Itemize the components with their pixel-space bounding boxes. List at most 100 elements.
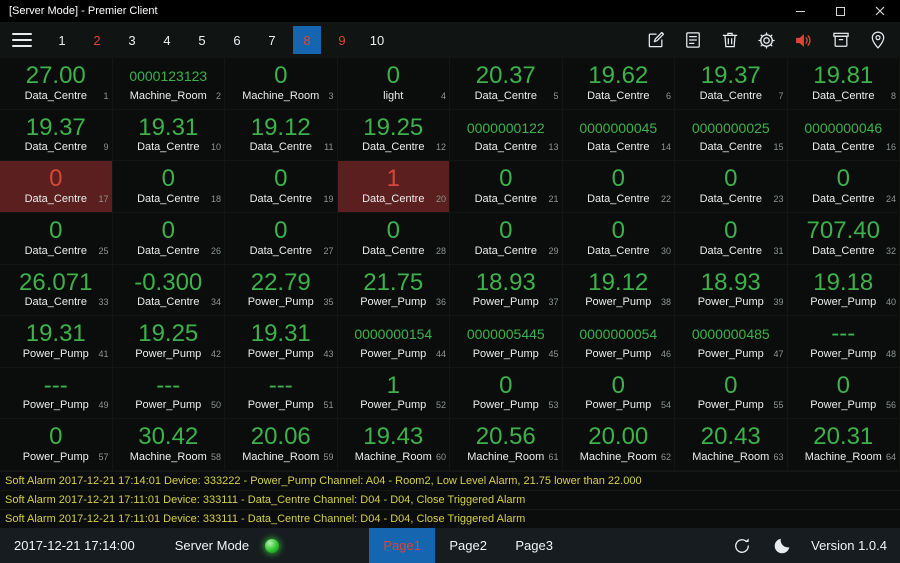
- tile-48[interactable]: --- Power_Pump 48: [787, 316, 900, 368]
- tile-27[interactable]: 0 Data_Centre 27: [225, 212, 338, 265]
- tile-14[interactable]: 0000000045 Data_Centre 14: [562, 109, 675, 162]
- tile-51[interactable]: --- Power_Pump 51: [225, 367, 338, 420]
- tile-7[interactable]: 19.37 Data_Centre 7: [675, 58, 788, 110]
- location-icon[interactable]: [867, 30, 888, 51]
- tile-value: 0: [49, 423, 63, 451]
- tile-22[interactable]: 0 Data_Centre 22: [562, 161, 675, 213]
- tile-5[interactable]: 20.37 Data_Centre 5: [450, 58, 563, 110]
- tile-index: 51: [323, 400, 334, 411]
- tile-24[interactable]: 0 Data_Centre 24: [787, 161, 900, 213]
- tile-28[interactable]: 0 Data_Centre 28: [337, 212, 450, 265]
- tile-value: 19.18: [813, 268, 874, 296]
- tile-37[interactable]: 18.93 Power_Pump 37: [450, 264, 563, 317]
- tile-55[interactable]: 0 Power_Pump 55: [675, 367, 788, 420]
- toolbar-tab-2[interactable]: 2: [93, 32, 101, 48]
- tile-26[interactable]: 0 Data_Centre 26: [112, 212, 225, 265]
- tile-6[interactable]: 19.62 Data_Centre 6: [562, 58, 675, 110]
- tile-value: 0: [49, 165, 63, 193]
- tile-63[interactable]: 20.43 Machine_Room 63: [675, 419, 788, 471]
- tile-34[interactable]: -0.300 Data_Centre 34: [112, 264, 225, 317]
- tile-53[interactable]: 0 Power_Pump 53: [450, 367, 563, 420]
- tile-1[interactable]: 27.00 Data_Centre 1: [0, 58, 113, 110]
- tile-39[interactable]: 18.93 Power_Pump 39: [675, 264, 788, 317]
- page-tab-page1[interactable]: Page1: [369, 528, 436, 563]
- tile-2[interactable]: 0000123123 Machine_Room 2: [112, 58, 225, 110]
- toolbar-tab-7[interactable]: 7: [268, 32, 276, 48]
- tile-23[interactable]: 0 Data_Centre 23: [675, 161, 788, 213]
- minimize-icon[interactable]: [780, 0, 820, 22]
- tile-31[interactable]: 0 Data_Centre 31: [675, 212, 788, 265]
- toolbar-tab-8[interactable]: 8: [293, 26, 321, 54]
- toolbar-tab-10[interactable]: 10: [369, 32, 385, 48]
- tile-4[interactable]: 0 light 4: [337, 58, 450, 110]
- note-icon[interactable]: [682, 30, 703, 51]
- tile-33[interactable]: 26.071 Data_Centre 33: [0, 264, 113, 317]
- tile-56[interactable]: 0 Power_Pump 56: [787, 367, 900, 420]
- tile-61[interactable]: 20.56 Machine_Room 61: [450, 419, 563, 471]
- tile-12[interactable]: 19.25 Data_Centre 12: [337, 109, 450, 162]
- tile-60[interactable]: 19.43 Machine_Room 60: [337, 419, 450, 471]
- tile-47[interactable]: 0000000485 Power_Pump 47: [675, 316, 788, 368]
- tile-52[interactable]: 1 Power_Pump 52: [337, 367, 450, 420]
- tile-44[interactable]: 0000000154 Power_Pump 44: [337, 316, 450, 368]
- tile-18[interactable]: 0 Data_Centre 18: [112, 161, 225, 213]
- toolbar-tab-5[interactable]: 5: [198, 32, 206, 48]
- tile-25[interactable]: 0 Data_Centre 25: [0, 212, 113, 265]
- tile-43[interactable]: 19.31 Power_Pump 43: [225, 316, 338, 368]
- tile-8[interactable]: 19.81 Data_Centre 8: [787, 58, 900, 110]
- delete-icon[interactable]: [719, 30, 740, 51]
- toolbar-tab-3[interactable]: 3: [128, 32, 136, 48]
- tile-11[interactable]: 19.12 Data_Centre 11: [225, 109, 338, 162]
- tile-57[interactable]: 0 Power_Pump 57: [0, 419, 113, 471]
- menu-icon[interactable]: [12, 33, 32, 47]
- close-icon[interactable]: [860, 0, 900, 22]
- toolbar-tab-1[interactable]: 1: [58, 32, 66, 48]
- tile-41[interactable]: 19.31 Power_Pump 41: [0, 316, 113, 368]
- tile-value: ---: [268, 371, 293, 399]
- tile-45[interactable]: 0000005445 Power_Pump 45: [450, 316, 563, 368]
- server-mode-label: Server Mode: [174, 538, 250, 553]
- edit-icon[interactable]: [645, 30, 666, 51]
- tile-32[interactable]: 707.40 Data_Centre 32: [787, 212, 900, 265]
- tile-38[interactable]: 19.12 Power_Pump 38: [562, 264, 675, 317]
- tile-40[interactable]: 19.18 Power_Pump 40: [787, 264, 900, 317]
- tile-index: 62: [660, 452, 671, 462]
- tile-9[interactable]: 19.37 Data_Centre 9: [0, 109, 113, 162]
- toolbar-tabs: 1 2 3 4 5 6 7 8 9 10: [48, 26, 391, 54]
- tile-3[interactable]: 0 Machine_Room 3: [225, 58, 338, 110]
- archive-icon[interactable]: [830, 30, 851, 51]
- tile-15[interactable]: 0000000025 Data_Centre 15: [675, 109, 788, 162]
- tile-10[interactable]: 19.31 Data_Centre 10: [112, 109, 225, 162]
- maximize-icon[interactable]: [820, 0, 860, 22]
- tile-64[interactable]: 20.31 Machine_Room 64: [787, 419, 900, 471]
- page-tab-page2[interactable]: Page2: [449, 538, 487, 553]
- tile-35[interactable]: 22.79 Power_Pump 35: [225, 264, 338, 317]
- toolbar-tab-4[interactable]: 4: [163, 32, 171, 48]
- tile-50[interactable]: --- Power_Pump 50: [112, 367, 225, 420]
- toolbar-tab-6[interactable]: 6: [233, 32, 241, 48]
- page-tab-page3[interactable]: Page3: [515, 538, 553, 553]
- tile-58[interactable]: 30.42 Machine_Room 58: [112, 419, 225, 471]
- tile-29[interactable]: 0 Data_Centre 29: [450, 212, 563, 265]
- tile-13[interactable]: 0000000122 Data_Centre 13: [450, 109, 563, 162]
- tile-21[interactable]: 0 Data_Centre 21: [450, 161, 563, 213]
- tile-30[interactable]: 0 Data_Centre 30: [562, 212, 675, 265]
- tile-36[interactable]: 21.75 Power_Pump 36: [337, 264, 450, 317]
- tile-59[interactable]: 20.06 Machine_Room 59: [225, 419, 338, 471]
- tile-value: 0: [724, 371, 738, 399]
- tile-16[interactable]: 0000000046 Data_Centre 16: [787, 109, 900, 162]
- tile-19[interactable]: 0 Data_Centre 19: [225, 161, 338, 213]
- tile-46[interactable]: 0000000054 Power_Pump 46: [562, 316, 675, 368]
- settings-icon[interactable]: [756, 30, 777, 51]
- tile-42[interactable]: 19.25 Power_Pump 42: [112, 316, 225, 368]
- tile-17[interactable]: 0 Data_Centre 17: [0, 161, 113, 213]
- tile-label: Power_Pump: [585, 347, 652, 360]
- tile-62[interactable]: 20.00 Machine_Room 62: [562, 419, 675, 471]
- toolbar-tab-9[interactable]: 9: [338, 32, 346, 48]
- tile-54[interactable]: 0 Power_Pump 54: [562, 367, 675, 420]
- tile-20[interactable]: 1 Data_Centre 20: [337, 161, 450, 213]
- sound-icon[interactable]: [793, 30, 814, 51]
- tile-49[interactable]: --- Power_Pump 49: [0, 367, 113, 420]
- sync-icon[interactable]: [731, 535, 753, 557]
- moon-icon[interactable]: [771, 535, 793, 557]
